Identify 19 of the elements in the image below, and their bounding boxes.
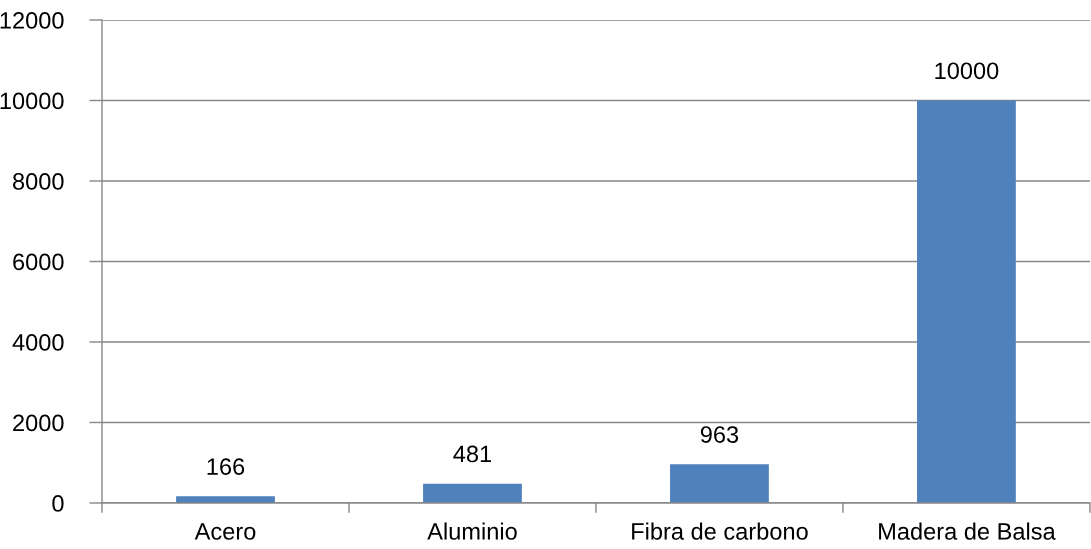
x-tick-label: Aluminio <box>427 522 517 540</box>
y-tick-label: 6000 <box>13 253 64 271</box>
x-tick-label: Madera de Balsa <box>879 522 1056 540</box>
data-label: 481 <box>453 445 492 463</box>
data-label: 963 <box>700 426 739 443</box>
x-tick-label: Fibra de carbono <box>632 522 808 540</box>
y-tick-label: 10000 <box>0 92 64 110</box>
y-tick-label: 8000 <box>13 173 64 190</box>
y-tick-label: 4000 <box>12 334 64 351</box>
bar <box>670 464 769 503</box>
y-tick-label: 0 <box>52 495 64 512</box>
x-tick-label: Acero <box>194 523 256 540</box>
y-tick-label: 2000 <box>13 414 64 432</box>
bar <box>917 100 1016 503</box>
bar <box>423 483 522 503</box>
bar <box>176 496 275 503</box>
y-tick-label: 12000 <box>0 12 64 29</box>
data-label: 166 <box>207 458 245 475</box>
data-label: 10000 <box>935 62 999 80</box>
